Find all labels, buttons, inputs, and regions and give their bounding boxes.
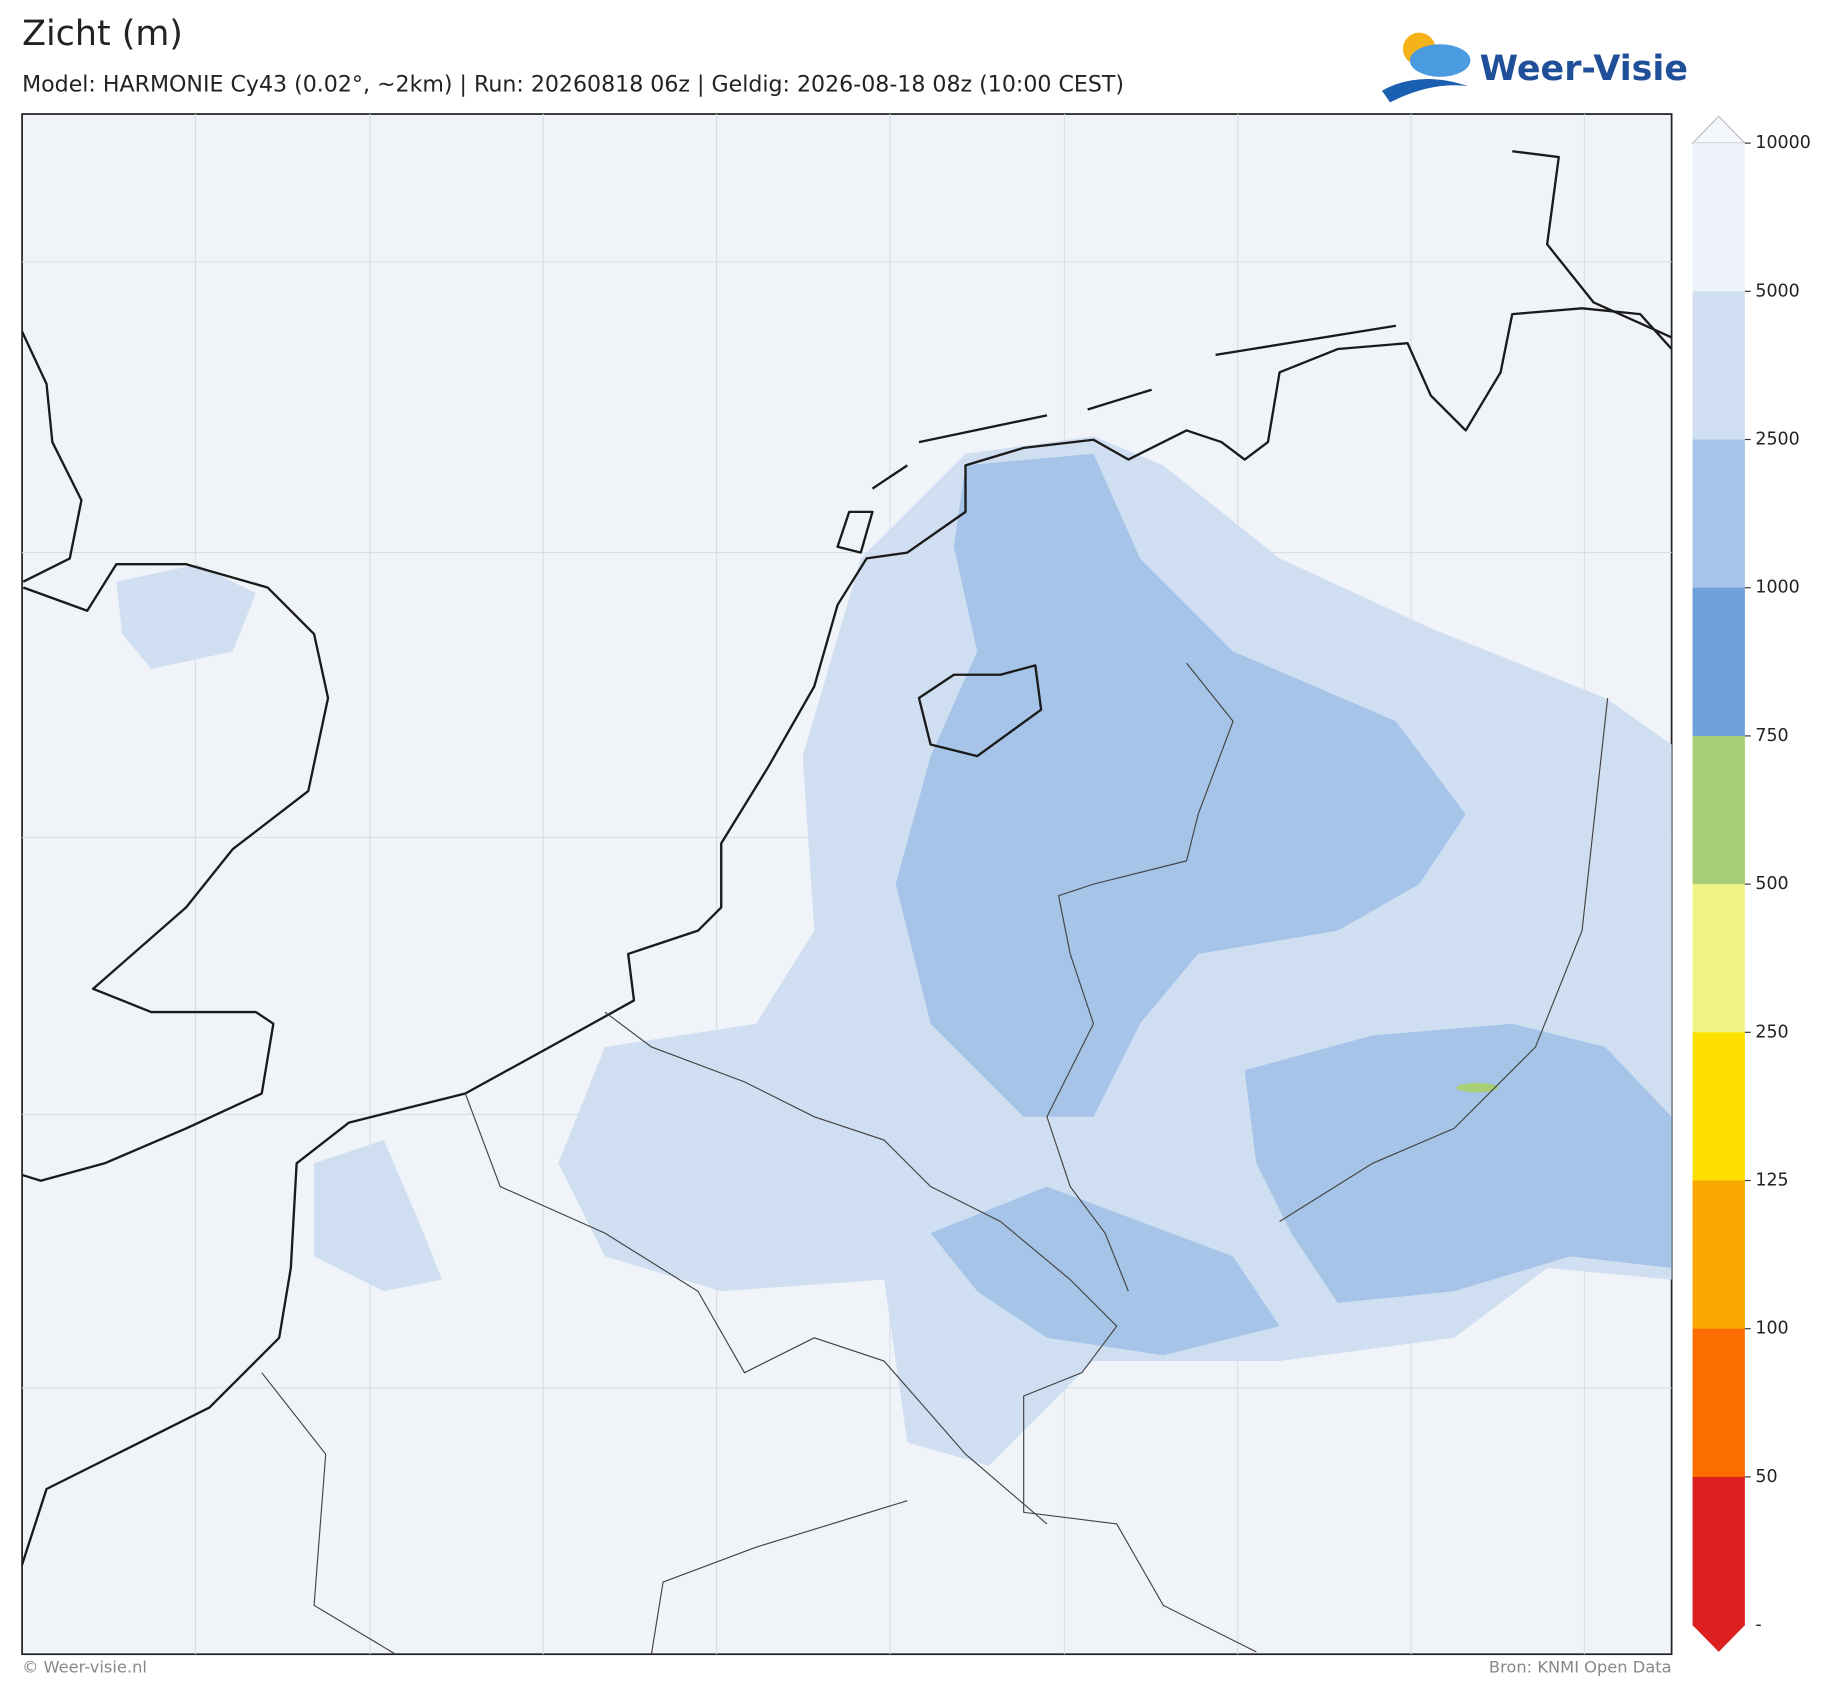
colorbar-tick-label: 5000 [1755, 281, 1799, 301]
colorbar-tick-label: 50 [1755, 1467, 1777, 1487]
colorbar-segment [1692, 1328, 1745, 1478]
colorbar-tick-label: 100 [1755, 1319, 1788, 1339]
footer-source: Bron: KNMI Open Data [1489, 1658, 1672, 1677]
logo-text: Weer-Visie [1480, 49, 1688, 89]
colorbar-segment [1692, 439, 1745, 589]
subtitle: Model: HARMONIE Cy43 (0.02°, ~2km) | Run… [22, 71, 1124, 97]
colorbar-tick-label: 500 [1755, 874, 1788, 894]
colorbar-segment [1692, 143, 1745, 292]
colorbar-segment [1692, 1032, 1745, 1182]
colorbar-over [1691, 115, 1747, 144]
title: Zicht (m) [22, 14, 183, 54]
footer-credit: © Weer-visie.nl [22, 1658, 147, 1677]
colorbar-tick-label: 2500 [1755, 430, 1799, 450]
colorbar-tick-label: 250 [1755, 1022, 1788, 1042]
colorbar-tick-label: 750 [1755, 726, 1788, 746]
logo: Weer-Visie [1381, 32, 1688, 103]
colorbar: 10000 5000 2500 1000 750 500 250 125 100 50 - [1691, 115, 1811, 1652]
colorbar-segment [1692, 587, 1745, 737]
visibility-field [116, 436, 1672, 1466]
colorbar-segment [1692, 1180, 1745, 1330]
colorbar-segment [1692, 735, 1745, 885]
colorbar-under [1692, 1625, 1745, 1652]
colorbar-tick-label: 125 [1755, 1171, 1788, 1191]
colorbar-tick-label: 1000 [1755, 578, 1799, 598]
borders [261, 662, 1609, 1655]
colorbar-bottom-label: - [1755, 1615, 1761, 1635]
colorbar-tick-label: 10000 [1755, 133, 1810, 153]
coastlines [20, 150, 1673, 1565]
colorbar-segment [1692, 884, 1745, 1033]
colorbar-segment [1692, 1476, 1745, 1626]
colorbar-segment [1692, 291, 1745, 441]
map [20, 113, 1673, 1656]
